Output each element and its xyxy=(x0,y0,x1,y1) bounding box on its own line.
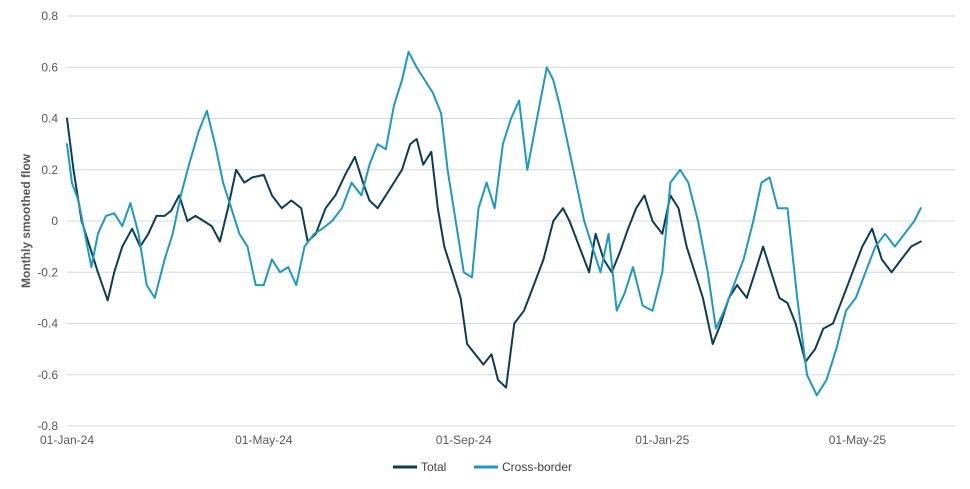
legend: Total Cross-border xyxy=(393,460,572,474)
x-tick-label: 01-May-24 xyxy=(235,433,293,447)
x-tick-label: 01-Jan-24 xyxy=(40,433,94,447)
x-tick-label: 01-Jan-25 xyxy=(635,433,689,447)
gridlines xyxy=(67,15,955,427)
y-tick-label: 0.6 xyxy=(41,60,58,74)
y-tick-label: -0.6 xyxy=(37,368,58,382)
y-tick-label: 0.2 xyxy=(41,163,58,177)
y-tick-label: -0.8 xyxy=(37,419,58,433)
x-tick-label: 01-Sep-24 xyxy=(436,433,492,447)
series-line-total xyxy=(66,117,922,389)
series-lines xyxy=(66,50,922,397)
y-tick-label: -0.4 xyxy=(37,317,58,331)
y-tick-label: 0.4 xyxy=(41,112,58,126)
y-tick-label: 0 xyxy=(51,214,58,228)
legend-item-total: Total xyxy=(393,460,446,474)
x-tick-label: 01-May-25 xyxy=(829,433,887,447)
legend-label-cross-border: Cross-border xyxy=(502,460,572,474)
y-tick-label: 0.8 xyxy=(41,9,58,23)
y-axis-ticks: 0.8 0.6 0.4 0.2 0 -0.2 -0.4 -0.6 -0.8 xyxy=(37,9,58,433)
legend-label-total: Total xyxy=(421,460,446,474)
x-axis-ticks: 01-Jan-24 01-May-24 01-Sep-24 01-Jan-25 01-M… xyxy=(40,433,886,447)
legend-item-cross-border: Cross-border xyxy=(474,460,572,474)
y-tick-label: -0.2 xyxy=(37,265,58,279)
y-axis-label: Monthly smoothed flow xyxy=(19,153,33,288)
series-line-cross-border xyxy=(66,50,922,397)
